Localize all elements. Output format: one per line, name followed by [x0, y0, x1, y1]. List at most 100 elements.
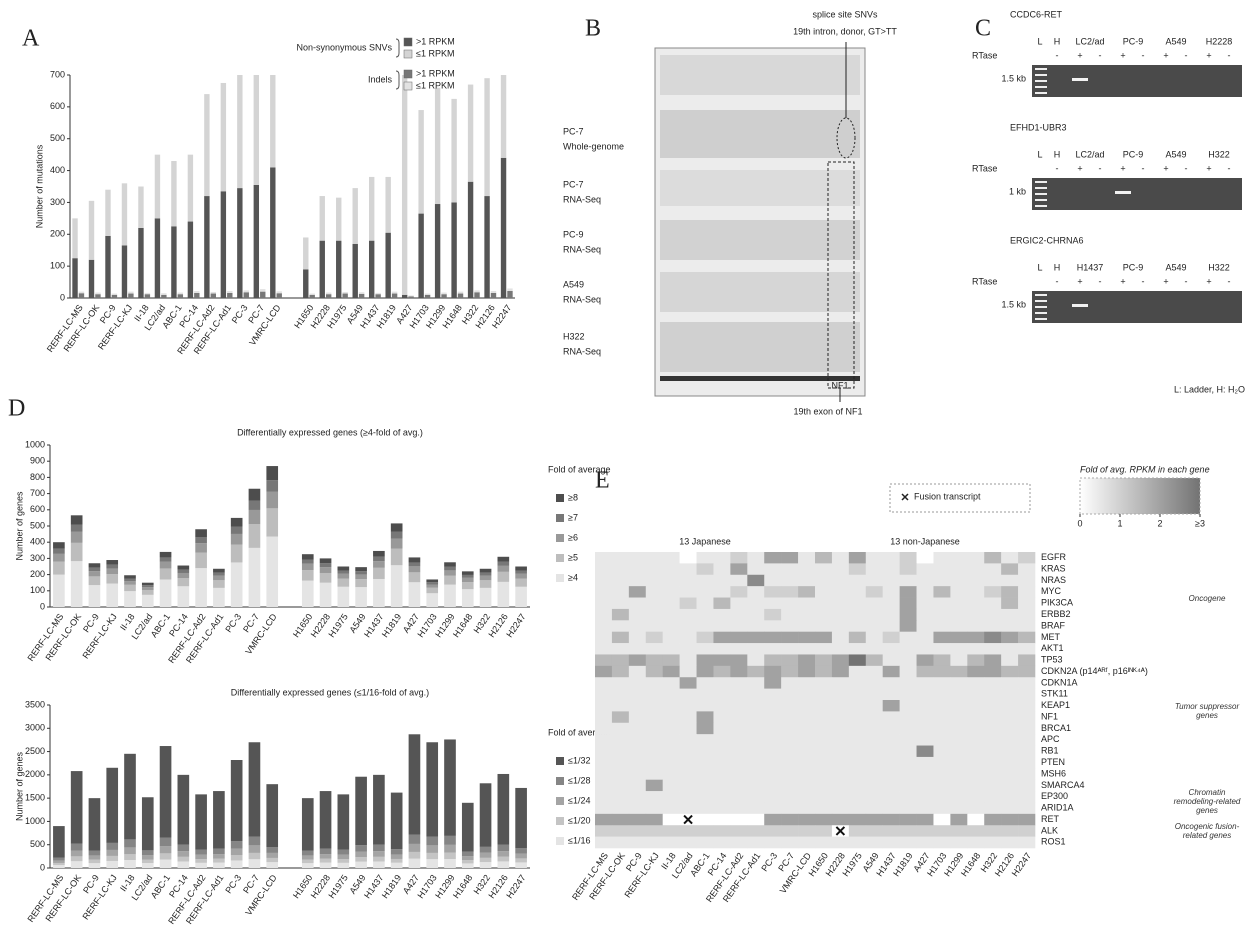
- bar-segment: [188, 222, 193, 298]
- bar-segment: [462, 589, 474, 607]
- heatmap-cell: [883, 666, 900, 678]
- heatmap-cell: [967, 780, 984, 792]
- bar-segment: [484, 78, 489, 196]
- heatmap-cell: [730, 723, 747, 735]
- heatmap-cell: [967, 825, 984, 837]
- track-label: H322: [563, 331, 585, 341]
- product-band: [1072, 304, 1088, 307]
- heatmap-cell: [1001, 700, 1018, 712]
- heatmap-cell: [646, 825, 663, 837]
- heatmap-cell: [950, 768, 967, 780]
- heatmap-cell: [917, 768, 934, 780]
- heatmap-cell: [832, 723, 849, 735]
- heatmap-cell: [917, 802, 934, 814]
- row-label: NRAS: [1041, 575, 1066, 585]
- heatmap-cell: [595, 575, 612, 587]
- heatmap-cell: [866, 643, 883, 655]
- heatmap-cell: [984, 552, 1001, 564]
- heatmap-cell: [747, 700, 764, 712]
- heatmap-cell: [646, 552, 663, 564]
- heatmap-cell: [747, 723, 764, 735]
- fusion-legend-marker: [902, 494, 908, 500]
- heatmap-cell: [663, 563, 680, 575]
- y-tick-label: 300: [30, 553, 45, 563]
- heatmap-cell: [663, 837, 680, 849]
- bar-segment: [302, 560, 314, 564]
- bar-segment: [142, 855, 154, 859]
- heatmap-cell: [933, 609, 950, 621]
- bar-segment: [338, 579, 350, 587]
- heatmap-cell: [697, 677, 714, 689]
- heatmap-cell: [1018, 677, 1035, 689]
- heatmap-cell: [1001, 837, 1018, 849]
- heatmap-cell: [697, 734, 714, 746]
- bar-segment: [320, 196, 325, 241]
- heatmap-cell: [984, 700, 1001, 712]
- legend-label: ≥8: [568, 492, 578, 502]
- heatmap-cell: [646, 643, 663, 655]
- bar-segment: [124, 860, 136, 868]
- bar-segment: [444, 739, 456, 835]
- heatmap-cell: [815, 643, 832, 655]
- heatmap-cell: [917, 654, 934, 666]
- heatmap-cell: [612, 757, 629, 769]
- heatmap-cell: [967, 552, 984, 564]
- heatmap-cell: [984, 791, 1001, 803]
- heatmap-cell: [815, 791, 832, 803]
- row-group-label: Oncogene: [1172, 594, 1242, 603]
- heatmap-cell: [629, 837, 646, 849]
- bar-segment: [462, 575, 474, 578]
- heatmap-cell: [900, 666, 917, 678]
- heatmap-cell: [1001, 734, 1018, 746]
- heatmap-cell: [680, 677, 697, 689]
- heatmap-cell: [849, 814, 866, 826]
- heatmap-cell: [984, 598, 1001, 610]
- heatmap-cell: [663, 654, 680, 666]
- heatmap-cell: [1001, 609, 1018, 621]
- bar-segment: [302, 554, 314, 559]
- heatmap-cell: [680, 563, 697, 575]
- panel-label: C: [975, 16, 991, 42]
- heatmap-cell: [1018, 620, 1035, 632]
- heatmap-cell: [815, 632, 832, 644]
- heatmap-cell: [764, 768, 781, 780]
- heatmap-cell: [883, 689, 900, 701]
- heatmap-cell: [866, 802, 883, 814]
- heatmap-cell: [680, 575, 697, 587]
- heatmap-cell: [900, 586, 917, 598]
- heatmap-cell: [697, 814, 714, 826]
- heatmap-cell: [629, 746, 646, 758]
- product-band: [1072, 78, 1088, 81]
- bar-segment: [89, 201, 94, 260]
- heatmap-cell: [950, 643, 967, 655]
- bar-segment: [498, 857, 510, 862]
- legend-label: ≥6: [568, 532, 578, 542]
- y-axis-label: Number of genes: [14, 751, 24, 821]
- bar-segment: [425, 294, 430, 295]
- rtase-sign: -: [1228, 163, 1231, 173]
- heatmap-cell: [629, 586, 646, 598]
- heatmap-cell: [815, 768, 832, 780]
- bar-segment: [402, 75, 407, 295]
- heatmap-cell: [967, 609, 984, 621]
- bar-segment: [178, 857, 190, 862]
- heatmap-cell: [646, 620, 663, 632]
- bar-segment: [124, 591, 136, 607]
- heatmap-cell: [595, 746, 612, 758]
- bar-segment: [160, 568, 172, 579]
- bar-segment: [89, 855, 101, 859]
- lane-label: LC2/ad: [1075, 149, 1104, 159]
- legend-label: Fusion transcript: [914, 491, 981, 501]
- bar-segment: [515, 858, 527, 862]
- heatmap-cell: [764, 757, 781, 769]
- bar-segment: [444, 853, 456, 859]
- heatmap-cell: [1018, 791, 1035, 803]
- lane-label: A549: [1165, 36, 1186, 46]
- legend-label: >1 RPKM: [416, 36, 455, 46]
- heatmap-cell: [849, 586, 866, 598]
- heatmap-cell: [713, 757, 730, 769]
- heatmap-cell: [984, 632, 1001, 644]
- bar-segment: [71, 532, 83, 543]
- heatmap-cell: [984, 734, 1001, 746]
- y-tick-label: 500: [30, 839, 45, 849]
